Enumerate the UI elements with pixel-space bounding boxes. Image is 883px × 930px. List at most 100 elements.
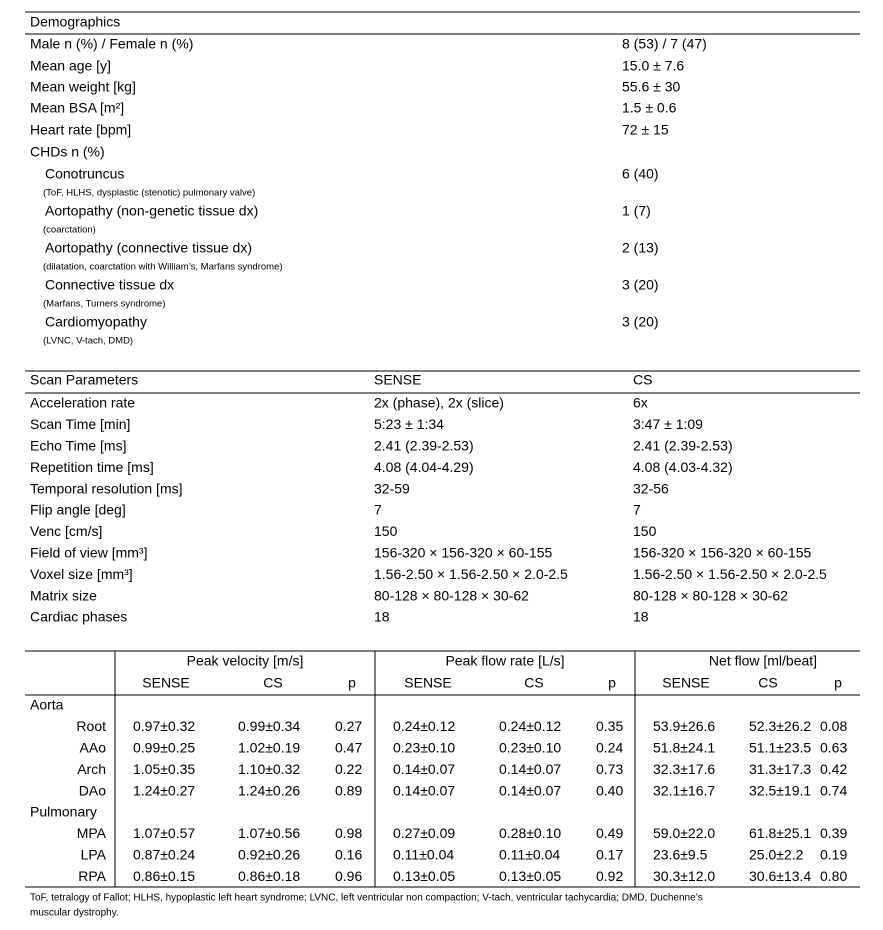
row-label: Heart rate [bpm] [30,122,131,138]
cell: 51.1±23.5 [749,740,811,756]
column-header: CS [633,372,652,388]
sub-header: CS [524,675,543,691]
cell: 32.5±19.1 [749,782,811,798]
cell: 7 [633,502,641,518]
cell: 0.11±0.04 [499,847,560,863]
cell: 0.87±0.24 [133,847,195,863]
cell: 0.39 [820,825,847,841]
cell: 0.28±0.10 [499,825,561,841]
footnote: ToF, tetralogy of Fallot; HLHS, hypoplas… [30,893,703,904]
cell: 0.49 [596,825,623,841]
cell: 0.24±0.12 [499,718,561,734]
cell: 30.3±12.0 [653,868,715,884]
cell: 32-56 [633,480,669,496]
cell: Echo Time [ms] [30,438,126,454]
row-detail: (Marfans, Turners syndrome) [43,299,165,310]
cell: 1.10±0.32 [238,761,300,777]
footnote: muscular dystrophy. [30,908,119,919]
row-label: Aortopathy (non-genetic tissue dx) [45,203,258,219]
cell: 0.73 [596,761,623,777]
sub-header: SENSE [142,675,189,691]
row-value: 3 (20) [622,277,659,293]
cell: 0.96 [335,868,362,884]
cell: 0.24 [596,740,623,756]
cell: 30.6±13.4 [749,868,811,884]
row-label: Connective tissue dx [45,277,174,293]
cell: 0.92 [596,868,623,884]
cell: Acceleration rate [30,395,135,411]
cell: 0.13±0.05 [393,868,455,884]
cell: Repetition time [ms] [30,459,154,475]
cell: Matrix size [30,587,97,603]
cell: Scan Time [min] [30,416,130,432]
row-label: MPA [77,825,107,841]
row-value: 1 (7) [622,203,651,219]
cell: 4.08 (4.04-4.29) [374,459,474,475]
sub-header: p [608,675,616,691]
cell: 156-320 × 156-320 × 60-155 [374,545,552,561]
cell: 0.23±0.10 [499,740,561,756]
cell: 0.14±0.07 [393,761,455,777]
sub-header: p [834,675,842,691]
cell: 32.3±17.6 [653,761,715,777]
cell: 0.24±0.12 [393,718,455,734]
cell: 80-128 × 80-128 × 30-62 [633,587,788,603]
cell: 0.80 [820,868,847,884]
cell: Flip angle [deg] [30,502,126,518]
cell: 0.27±0.09 [393,825,455,841]
sub-header: CS [263,675,282,691]
cell: 0.35 [596,718,623,734]
row-value: 55.6 ± 30 [622,79,680,95]
column-header: Scan Parameters [30,372,138,388]
cell: 0.47 [335,740,362,756]
column-header: SENSE [374,372,421,388]
cell: 150 [374,523,398,539]
cell: Field of view [mm³] [30,545,147,561]
section-label: Pulmonary [30,804,97,820]
cell: 32.1±16.7 [653,782,715,798]
row-label: Aortopathy (connective tissue dx) [45,240,252,256]
row-label: LPA [81,847,107,863]
cell: 0.63 [820,740,847,756]
row-label: Cardiomyopathy [45,314,147,330]
cell: 156-320 × 156-320 × 60-155 [633,545,811,561]
cell: 0.16 [335,847,362,863]
row-detail: (ToF, HLHS, dysplastic (stenotic) pulmon… [43,188,255,199]
cell: 4.08 (4.03-4.32) [633,459,733,475]
row-label: Mean BSA [m²] [30,100,124,116]
cell: 0.27 [335,718,362,734]
group-header: Peak flow rate [L/s] [445,653,564,669]
section-label: Aorta [30,697,64,713]
cell: 32-59 [374,480,410,496]
cell: 6x [633,395,648,411]
row-label: CHDs n (%) [30,144,105,160]
cell: 31.3±17.3 [749,761,811,777]
sub-header: p [348,675,356,691]
cell: 0.11±0.04 [393,847,454,863]
cell: 0.98 [335,825,362,841]
cell: 1.05±0.35 [133,761,195,777]
cell: 3:47 ± 1:09 [633,416,703,432]
section-title: Demographics [30,14,120,30]
cell: 0.99±0.34 [238,718,300,734]
cell: 0.42 [820,761,847,777]
cell: 1.24±0.27 [133,782,195,798]
cell: 0.22 [335,761,362,777]
cell: 7 [374,502,382,518]
cell: 0.19 [820,847,847,863]
cell: 23.6±9.5 [653,847,708,863]
cell: 0.99±0.25 [133,740,195,756]
cell: 2.41 (2.39-2.53) [374,438,474,454]
cell: 0.14±0.07 [499,761,561,777]
cell: 5:23 ± 1:34 [374,416,444,432]
cell: 0.92±0.26 [238,847,300,863]
row-value: 2 (13) [622,240,659,256]
row-label: DAo [79,782,106,798]
cell: 61.8±25.1 [749,825,811,841]
row-value: 6 (40) [622,166,659,182]
row-label: RPA [78,868,106,884]
cell: 0.17 [596,847,623,863]
cell: 0.40 [596,782,623,798]
cell: 150 [633,523,657,539]
